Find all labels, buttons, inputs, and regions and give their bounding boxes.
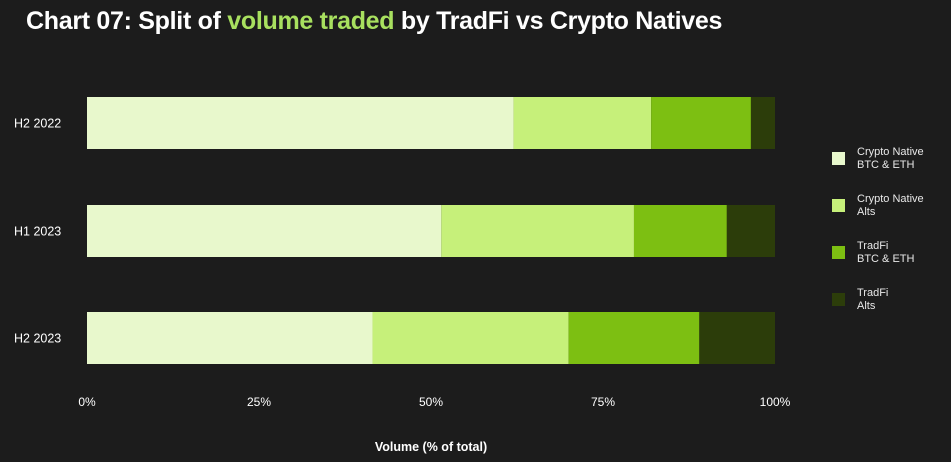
bar-segment: [750, 97, 775, 149]
category-label: H2 2023: [14, 332, 61, 346]
legend-swatch: [832, 293, 845, 306]
bar-segment: [568, 312, 700, 364]
legend-swatch: [832, 246, 845, 259]
legend-label: Crypto Native Alts: [857, 193, 924, 218]
bar-segment: [726, 205, 775, 257]
bar-segment: [372, 312, 569, 364]
legend-swatch: [832, 152, 845, 165]
chart-legend: Crypto Native BTC & ETH Crypto Native Alt…: [832, 146, 947, 334]
chart-title-suffix: by TradFi vs Crypto Natives: [394, 7, 723, 35]
legend-label: Crypto Native BTC & ETH: [857, 146, 924, 171]
legend-item: Crypto Native BTC & ETH: [832, 146, 947, 193]
legend-item: TradFi BTC & ETH: [832, 240, 947, 287]
legend-item: TradFi Alts: [832, 287, 947, 334]
legend-swatch: [832, 199, 845, 212]
legend-item: Crypto Native Alts: [832, 193, 947, 240]
bar-segment: [87, 312, 373, 364]
x-tick-label: 50%: [419, 395, 443, 409]
chart-title-highlight: volume traded: [227, 7, 395, 35]
x-tick-label: 25%: [247, 395, 271, 409]
category-label: H1 2023: [14, 225, 61, 239]
x-tick-label: 75%: [591, 395, 615, 409]
category-label: H2 2022: [14, 117, 61, 131]
x-axis-title: Volume (% of total): [375, 440, 487, 454]
bar-segment: [633, 205, 727, 257]
x-tick-label: 100%: [760, 395, 791, 409]
bar-segment: [87, 205, 442, 257]
legend-label: TradFi BTC & ETH: [857, 240, 915, 265]
chart-title: Chart 07: Split of volume traded by Trad…: [26, 4, 722, 38]
bar-segment: [87, 97, 514, 149]
bar-segment: [441, 205, 634, 257]
bar-segment: [513, 97, 652, 149]
legend-label: TradFi Alts: [857, 287, 889, 312]
bar-segment: [651, 97, 751, 149]
bar-segment: [699, 312, 775, 364]
chart-title-prefix: Chart 07: Split of: [26, 7, 228, 35]
x-tick-label: 0%: [78, 395, 96, 409]
